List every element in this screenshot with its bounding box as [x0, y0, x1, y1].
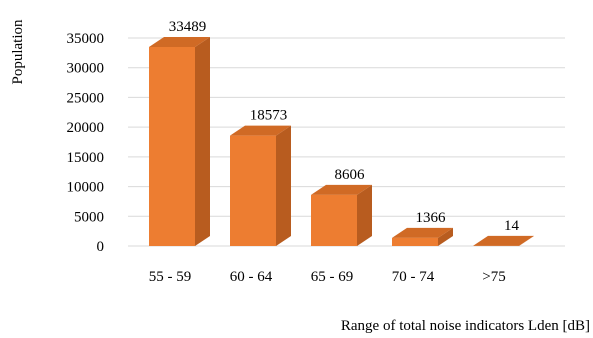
x-axis-title: Range of total noise indicators Lden [dB… [341, 318, 590, 334]
bar [473, 235, 534, 246]
bar-front-face [311, 194, 357, 246]
data-label: 8606 [335, 167, 366, 183]
bar-front-face [230, 135, 276, 246]
bar-side-face [276, 125, 291, 246]
data-label: 33489 [169, 19, 207, 35]
bar-top-face [311, 184, 372, 195]
y-tick-label: 0 [97, 239, 105, 255]
y-axis-title: Population [10, 19, 26, 85]
bars [149, 36, 534, 246]
bar-side-face [357, 184, 372, 246]
bar [392, 227, 453, 246]
data-label: 1366 [416, 210, 447, 226]
bar-top-face [230, 125, 291, 136]
x-tick-label: >75 [482, 269, 505, 285]
data-labels: 33489 18573 8606 1366 14 [169, 19, 520, 234]
x-tick-label: 60 - 64 [230, 269, 273, 285]
y-axis-tick-labels: 0 5000 10000 15000 20000 25000 30000 35000 [67, 31, 105, 255]
x-axis-tick-labels: 55 - 59 60 - 64 65 - 69 70 - 74 >75 [149, 269, 506, 285]
bar [230, 125, 291, 246]
bar-side-face [195, 36, 210, 246]
y-tick-label: 30000 [67, 61, 105, 77]
x-tick-label: 55 - 59 [149, 269, 192, 285]
bar-top-face [473, 235, 534, 246]
bar [149, 36, 210, 246]
bar-front-face [149, 46, 195, 246]
y-tick-label: 10000 [67, 180, 105, 196]
bar-side-face [438, 227, 453, 246]
bar-top-face [392, 227, 453, 238]
y-tick-label: 15000 [67, 150, 105, 166]
y-tick-label: 35000 [67, 31, 105, 47]
y-tick-label: 25000 [67, 90, 105, 106]
data-label: 18573 [250, 108, 288, 124]
bar-front-face [392, 237, 438, 246]
x-tick-label: 65 - 69 [311, 269, 354, 285]
data-label: 14 [504, 218, 520, 234]
y-tick-label: 5000 [74, 209, 104, 225]
bar-side-face [519, 235, 534, 246]
x-tick-label: 70 - 74 [392, 269, 435, 285]
bar [311, 184, 372, 246]
y-tick-label: 20000 [67, 120, 105, 136]
bar-top-face [149, 36, 210, 47]
